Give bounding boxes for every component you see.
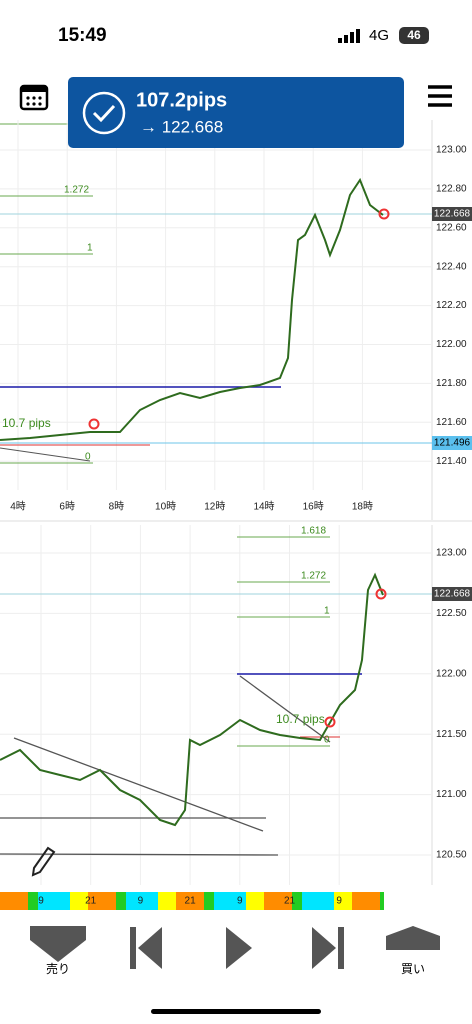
clock: 15:49: [58, 25, 107, 46]
buy-button[interactable]: 買い: [386, 926, 440, 976]
session-band: [204, 892, 214, 910]
y-label: 123.00: [436, 145, 467, 156]
session-band: [264, 892, 292, 910]
fib-label: 0: [324, 735, 330, 746]
session-band: [334, 892, 352, 910]
x-label: 12時: [204, 501, 225, 513]
time-label: 9: [237, 896, 243, 907]
x-label: 16時: [303, 501, 324, 513]
session-band: [176, 892, 204, 910]
y-label: 121.40: [436, 456, 467, 467]
sell-button[interactable]: 売り: [30, 926, 86, 976]
y-label: 122.20: [436, 300, 467, 311]
session-band: [158, 892, 176, 910]
x-label: 4時: [10, 501, 26, 513]
buy-label: 買い: [401, 962, 425, 976]
y-label: 120.50: [436, 850, 467, 861]
fib-label: 1: [324, 606, 330, 617]
notification-subtitle: → 122.668: [140, 117, 223, 136]
y-label: 121.60: [436, 417, 467, 428]
y-label: 121.00: [436, 789, 467, 800]
play-button[interactable]: [226, 927, 252, 969]
y-label: 123.00: [436, 548, 467, 559]
menu-button[interactable]: [428, 85, 452, 107]
time-label: 21: [85, 896, 97, 907]
notification[interactable]: 107.2pips → 122.668: [68, 77, 404, 148]
session-band: [246, 892, 264, 910]
battery-level: 46: [407, 28, 421, 42]
session-band: [126, 892, 158, 910]
pencil-tool[interactable]: [31, 846, 56, 877]
chart2: 123.00 122.50 122.00 121.50 121.00 120.50 1.6…: [0, 525, 472, 910]
x-label: 8時: [109, 501, 125, 513]
annotation: 10.7 pips: [276, 712, 325, 726]
session-band: [38, 892, 70, 910]
y-label: 121.50: [436, 729, 467, 740]
time-label: 9: [138, 896, 144, 907]
y-label: 122.50: [436, 608, 467, 619]
session-band: [70, 892, 88, 910]
y-label: 122.00: [436, 339, 467, 350]
home-indicator: [151, 1009, 321, 1014]
notification-title: 107.2pips: [136, 89, 227, 111]
session-band: [214, 892, 246, 910]
price-tag: 122.668: [434, 589, 471, 600]
signal: [338, 29, 360, 43]
next-button[interactable]: [312, 927, 344, 969]
annotation: 10.7 pips: [2, 416, 51, 430]
price-tag: 122.668: [434, 209, 471, 220]
y-label: 122.00: [436, 668, 467, 679]
fib-label: 0: [85, 452, 91, 463]
session-band: [352, 892, 380, 910]
time-label: 9: [336, 896, 342, 907]
fib-label: 1: [87, 243, 93, 254]
y-label: 122.60: [436, 222, 467, 233]
y-label: 122.80: [436, 184, 467, 195]
chart1: 123.00 122.80 122.60 122.40 122.20 122.00 121.…: [0, 120, 472, 520]
session-band: [116, 892, 126, 910]
session-band: [292, 892, 302, 910]
x-label: 18時: [352, 501, 373, 513]
y-label: 121.80: [436, 378, 467, 389]
x-label: 10時: [155, 501, 176, 513]
x-label: 14時: [253, 501, 274, 513]
calendar-button[interactable]: [19, 84, 49, 111]
session-band: [380, 892, 384, 910]
fib-label: 1.618: [301, 526, 326, 537]
sell-label: 売り: [46, 961, 70, 976]
session-band: [28, 892, 38, 910]
fib-label: 1.272: [301, 571, 326, 582]
prev-button[interactable]: [130, 927, 162, 969]
time-label: 9: [38, 896, 44, 907]
network: 4G: [369, 27, 389, 44]
battery: [399, 27, 429, 44]
session-band: [0, 892, 28, 910]
time-label: 21: [185, 896, 197, 907]
price-tag: 121.496: [434, 438, 471, 449]
session-band: [88, 892, 116, 910]
time-label: 21: [284, 896, 296, 907]
session-band: [302, 892, 334, 910]
fib-label: 1.272: [64, 185, 89, 196]
y-label: 122.40: [436, 261, 467, 272]
x-label: 6時: [59, 501, 75, 513]
